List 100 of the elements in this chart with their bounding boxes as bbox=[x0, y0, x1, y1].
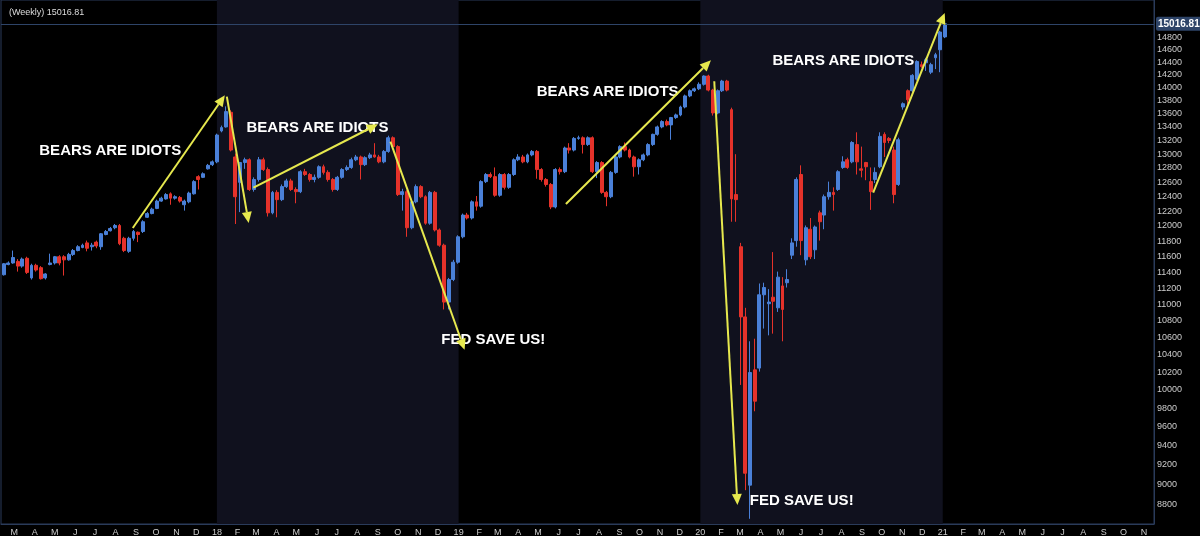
candlestick bbox=[271, 190, 274, 215]
candlestick bbox=[247, 157, 251, 192]
x-tick-label: J bbox=[798, 526, 804, 536]
x-tick-label: S bbox=[374, 526, 381, 536]
candlestick bbox=[521, 154, 525, 164]
candlestick bbox=[785, 268, 789, 289]
x-tick-label: A bbox=[999, 526, 1006, 536]
y-tick-label: 12400 bbox=[1157, 191, 1183, 201]
candlestick bbox=[558, 166, 562, 175]
candlestick bbox=[400, 188, 404, 212]
candlestick bbox=[206, 163, 210, 171]
candlestick bbox=[832, 186, 835, 212]
x-tick-label: D bbox=[676, 526, 684, 536]
x-tick-label: J bbox=[818, 526, 824, 536]
x-tick-label: A bbox=[515, 526, 522, 536]
x-tick-label: N bbox=[173, 526, 180, 536]
candlestick bbox=[869, 166, 873, 211]
candlestick bbox=[665, 119, 669, 127]
y-tick-label: 9400 bbox=[1157, 440, 1178, 451]
candlestick bbox=[590, 135, 594, 174]
y-tick-label: 11200 bbox=[1157, 282, 1182, 293]
candlestick bbox=[405, 189, 409, 238]
x-tick-label: O bbox=[152, 526, 160, 536]
y-tick-label: 14800 bbox=[1157, 31, 1183, 42]
x-tick-label: F bbox=[476, 526, 483, 536]
x-tick-label: A bbox=[31, 526, 38, 536]
annotation: BEARS ARE IDIOTS bbox=[772, 51, 915, 69]
y-tick-label: 14200 bbox=[1157, 69, 1183, 80]
x-tick-label: J bbox=[1060, 526, 1065, 536]
y-tick-label: 14400 bbox=[1157, 56, 1183, 67]
x-tick-label: A bbox=[273, 526, 280, 536]
candlestick bbox=[169, 191, 172, 206]
candlestick bbox=[498, 172, 502, 198]
x-tick-label: A bbox=[112, 526, 119, 536]
x-tick-label: O bbox=[878, 526, 886, 536]
candlestick bbox=[16, 258, 20, 273]
candlestick bbox=[90, 242, 94, 252]
x-tick-label: A bbox=[838, 526, 845, 536]
x-tick-label: J bbox=[92, 526, 98, 536]
candlestick bbox=[553, 167, 557, 209]
x-tick-label: J bbox=[1040, 526, 1045, 536]
candlestick bbox=[136, 231, 140, 243]
candlestick bbox=[767, 288, 771, 336]
y-tick-label: 11600 bbox=[1157, 250, 1182, 261]
x-tick-label: D bbox=[918, 526, 926, 536]
y-tick-label: 10600 bbox=[1157, 332, 1183, 343]
candlestick bbox=[845, 157, 849, 170]
x-tick-label: M bbox=[534, 526, 542, 536]
y-tick-label: 13600 bbox=[1157, 107, 1183, 118]
candlestick bbox=[470, 199, 474, 221]
y-tick-label: 14000 bbox=[1157, 81, 1183, 92]
x-tick-label: N bbox=[899, 526, 906, 536]
candlestick bbox=[113, 223, 117, 230]
candlestick bbox=[896, 137, 900, 187]
y-tick-label: 11000 bbox=[1157, 298, 1182, 309]
y-tick-label: 10400 bbox=[1157, 349, 1183, 360]
candlestick bbox=[818, 210, 822, 242]
candlestick bbox=[465, 212, 469, 221]
x-tick-label: F bbox=[718, 526, 725, 536]
x-tick-label: S bbox=[616, 526, 623, 536]
x-tick-label: M bbox=[10, 526, 18, 536]
y-tick-label: 11800 bbox=[1157, 235, 1182, 246]
candlestick bbox=[929, 62, 933, 75]
candlestick bbox=[901, 101, 905, 111]
y-tick-label: 14600 bbox=[1157, 44, 1183, 55]
x-tick-label: 18 bbox=[211, 526, 222, 536]
x-tick-label: D bbox=[434, 526, 442, 536]
ref-line-label: 15016.81 bbox=[1158, 18, 1200, 30]
candlestick bbox=[781, 276, 784, 342]
y-tick-label: 12800 bbox=[1157, 162, 1183, 173]
candlestick bbox=[841, 155, 845, 170]
candlestick bbox=[475, 195, 478, 212]
candlestick bbox=[233, 153, 237, 225]
candlestick bbox=[748, 340, 752, 520]
candlestick bbox=[906, 88, 910, 107]
x-tick-label: A bbox=[757, 526, 764, 536]
x-tick-label: M bbox=[50, 526, 59, 536]
x-tick-label: M bbox=[252, 526, 260, 536]
candlestick bbox=[20, 257, 24, 269]
candlestick bbox=[108, 226, 112, 232]
candlestick bbox=[892, 146, 896, 204]
candlestick bbox=[934, 52, 937, 70]
x-tick-label: S bbox=[858, 526, 865, 536]
candlestick bbox=[173, 194, 177, 201]
text: (Weekly) 15016.81 bbox=[9, 6, 85, 17]
candlestick bbox=[799, 164, 803, 256]
x-tick-label: S bbox=[1100, 526, 1107, 536]
candlestick bbox=[864, 161, 868, 181]
candlestick bbox=[30, 263, 33, 281]
y-tick-label: 9800 bbox=[1157, 402, 1178, 413]
x-tick-label: N bbox=[414, 526, 422, 536]
x-tick-label: M bbox=[978, 526, 986, 536]
candlestick bbox=[25, 256, 29, 275]
candlestick bbox=[753, 338, 757, 412]
y-tick-label: 13000 bbox=[1157, 148, 1183, 159]
x-tick-label: F bbox=[960, 526, 967, 536]
x-tick-label: 20 bbox=[695, 526, 706, 536]
y-tick-label: 12000 bbox=[1157, 220, 1183, 231]
candlestick bbox=[563, 146, 567, 174]
x-tick-label: A bbox=[1080, 526, 1087, 536]
